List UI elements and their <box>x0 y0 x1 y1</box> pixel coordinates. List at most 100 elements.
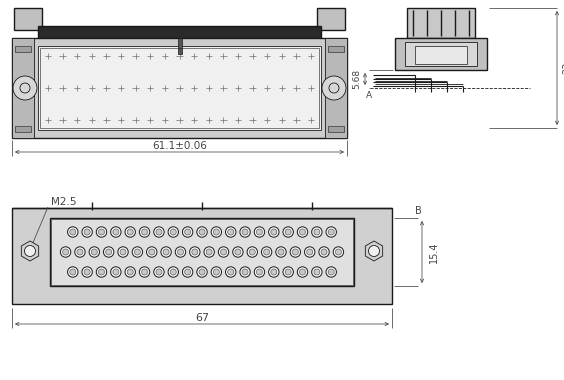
Bar <box>395 38 487 70</box>
Circle shape <box>105 249 112 255</box>
Circle shape <box>154 227 164 237</box>
Circle shape <box>111 267 121 277</box>
Circle shape <box>213 269 219 275</box>
Circle shape <box>132 247 143 257</box>
Polygon shape <box>21 241 39 261</box>
Circle shape <box>103 247 114 257</box>
Circle shape <box>127 229 133 235</box>
Text: 15.4: 15.4 <box>429 241 439 263</box>
Bar <box>38 26 321 42</box>
Circle shape <box>276 247 286 257</box>
Circle shape <box>182 267 193 277</box>
Circle shape <box>218 247 229 257</box>
Circle shape <box>149 249 155 255</box>
Circle shape <box>113 269 119 275</box>
Circle shape <box>242 229 248 235</box>
Circle shape <box>321 249 327 255</box>
Circle shape <box>91 249 98 255</box>
Circle shape <box>170 229 177 235</box>
Circle shape <box>125 267 135 277</box>
Circle shape <box>211 227 222 237</box>
Circle shape <box>247 247 257 257</box>
Circle shape <box>175 247 186 257</box>
Circle shape <box>89 247 99 257</box>
Circle shape <box>211 267 222 277</box>
Circle shape <box>139 267 150 277</box>
Circle shape <box>240 267 250 277</box>
Circle shape <box>120 249 126 255</box>
Circle shape <box>147 247 157 257</box>
Circle shape <box>178 249 183 255</box>
Circle shape <box>221 249 227 255</box>
Text: 23: 23 <box>562 62 564 74</box>
Circle shape <box>319 247 329 257</box>
Circle shape <box>24 245 36 256</box>
Bar <box>317 8 345 30</box>
Circle shape <box>84 229 90 235</box>
Circle shape <box>99 269 104 275</box>
Circle shape <box>139 227 150 237</box>
Circle shape <box>154 267 164 277</box>
Circle shape <box>113 229 119 235</box>
Circle shape <box>299 269 306 275</box>
Circle shape <box>63 249 69 255</box>
Bar <box>50 218 354 286</box>
Circle shape <box>314 229 320 235</box>
Bar <box>328 126 344 132</box>
Circle shape <box>312 227 322 237</box>
Circle shape <box>283 267 293 277</box>
Bar <box>12 38 34 138</box>
Circle shape <box>240 227 250 237</box>
Circle shape <box>204 247 214 257</box>
Circle shape <box>333 247 343 257</box>
Circle shape <box>249 249 255 255</box>
Circle shape <box>285 269 291 275</box>
Circle shape <box>297 267 308 277</box>
Circle shape <box>268 227 279 237</box>
Circle shape <box>168 227 178 237</box>
Circle shape <box>257 269 262 275</box>
Circle shape <box>328 269 334 275</box>
Circle shape <box>168 267 178 277</box>
Circle shape <box>125 227 135 237</box>
Circle shape <box>322 76 346 100</box>
Circle shape <box>70 269 76 275</box>
Circle shape <box>292 249 298 255</box>
Circle shape <box>68 227 78 237</box>
Circle shape <box>326 267 337 277</box>
Circle shape <box>156 269 162 275</box>
Bar <box>38 46 321 130</box>
Circle shape <box>368 245 380 256</box>
Bar <box>415 46 467 64</box>
Circle shape <box>314 269 320 275</box>
Circle shape <box>213 229 219 235</box>
Circle shape <box>184 229 191 235</box>
Circle shape <box>305 247 315 257</box>
Polygon shape <box>365 241 382 261</box>
Circle shape <box>84 269 90 275</box>
Circle shape <box>233 247 243 257</box>
Circle shape <box>228 229 233 235</box>
Circle shape <box>96 227 107 237</box>
Circle shape <box>199 229 205 235</box>
Circle shape <box>263 249 270 255</box>
Circle shape <box>268 267 279 277</box>
Circle shape <box>328 229 334 235</box>
Text: M2.5: M2.5 <box>51 197 77 207</box>
Circle shape <box>336 249 341 255</box>
Circle shape <box>297 227 308 237</box>
Circle shape <box>290 247 301 257</box>
Bar <box>14 8 42 30</box>
Circle shape <box>271 269 277 275</box>
Bar <box>405 42 477 66</box>
Bar <box>407 8 475 38</box>
Circle shape <box>254 267 265 277</box>
Bar <box>12 208 392 304</box>
Circle shape <box>182 227 193 237</box>
Circle shape <box>134 249 140 255</box>
Circle shape <box>75 247 85 257</box>
Circle shape <box>226 267 236 277</box>
Text: 61.1±0.06: 61.1±0.06 <box>152 141 207 151</box>
Circle shape <box>142 269 148 275</box>
Text: B: B <box>415 206 421 216</box>
